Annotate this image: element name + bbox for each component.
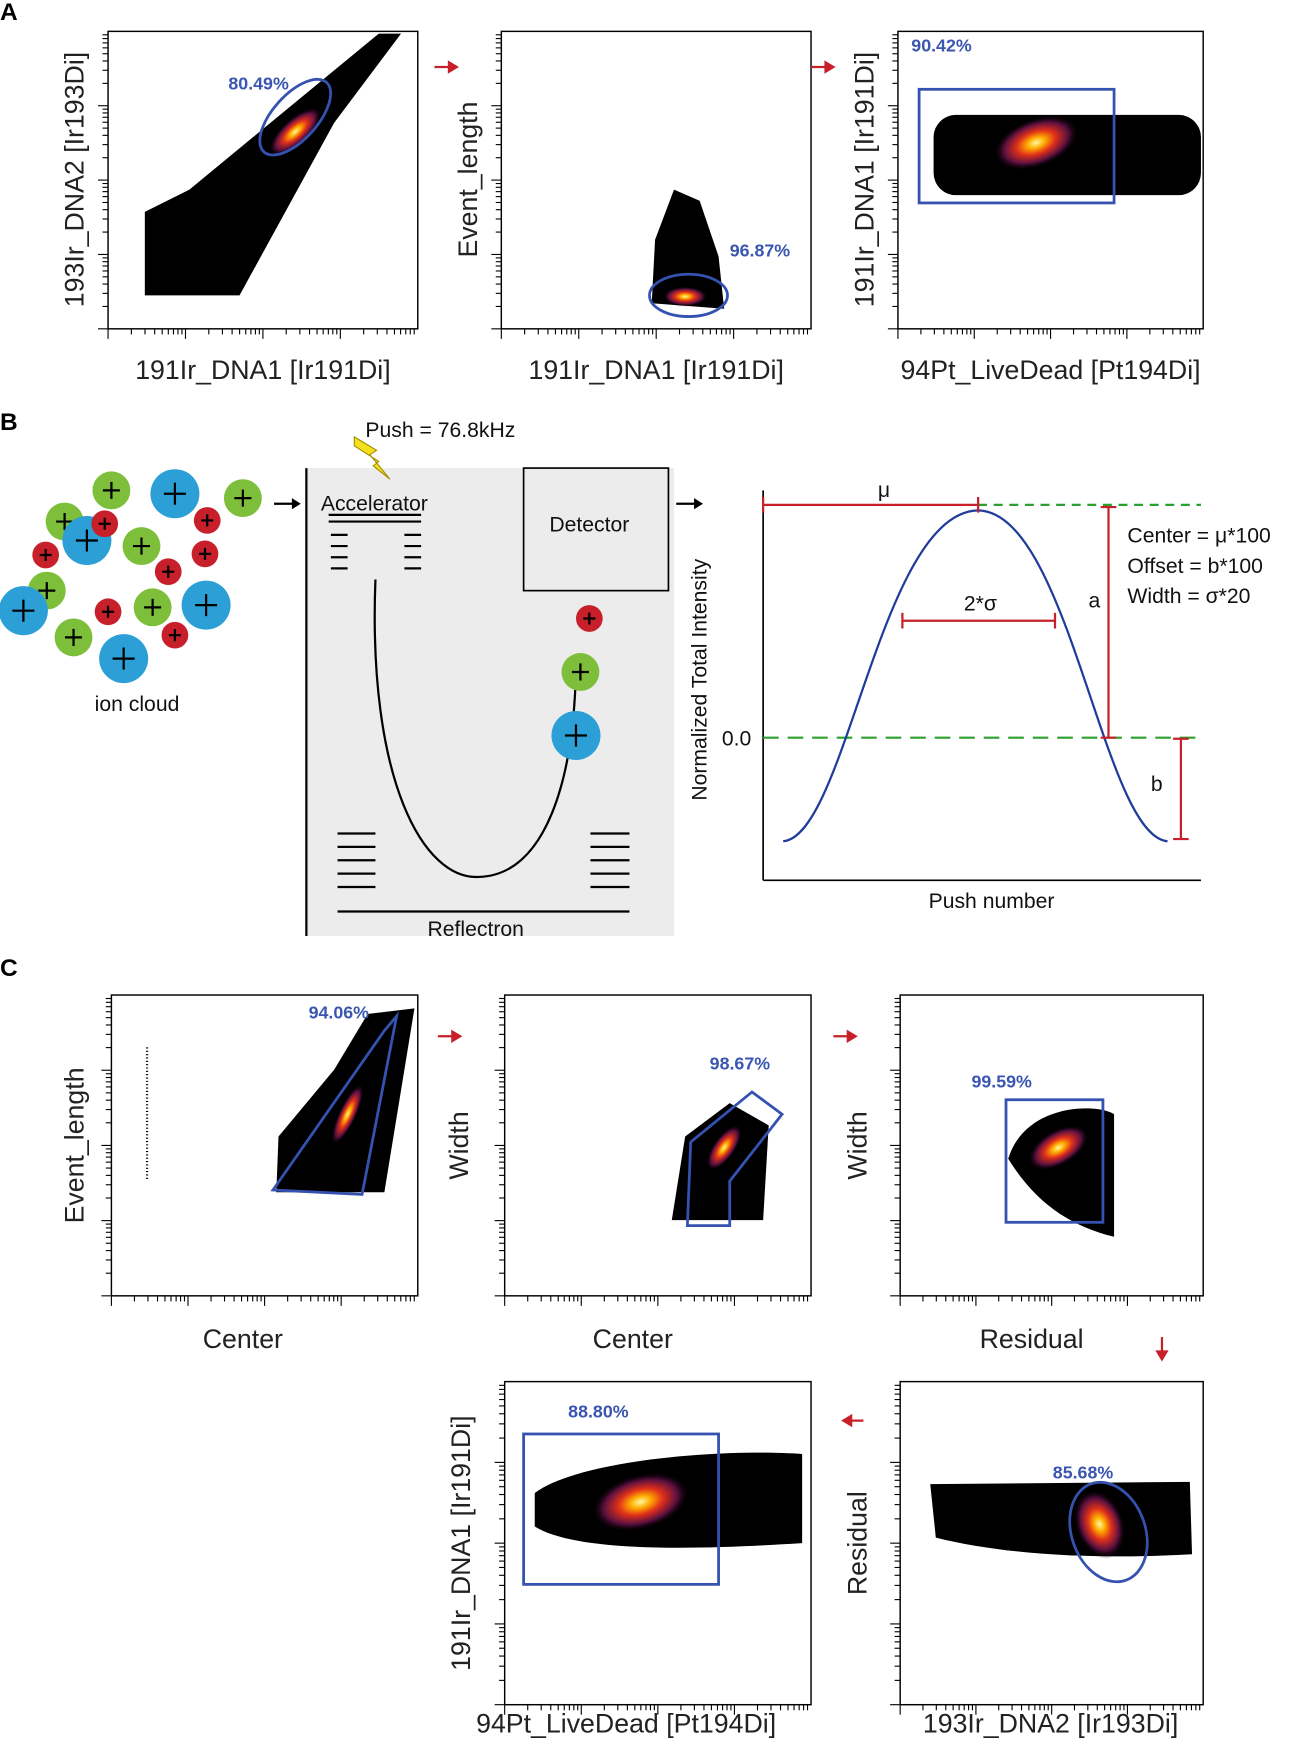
gate-label: 80.49% — [228, 73, 289, 93]
ion-charge — [571, 663, 589, 681]
gate-label: 90.42% — [911, 35, 972, 55]
gate-label: 96.87% — [730, 240, 791, 260]
panel-label: A — [0, 0, 18, 26]
y-label: Residual — [843, 1491, 873, 1595]
ion-charge — [201, 514, 214, 527]
panel-label: C — [0, 955, 18, 982]
axis-ticks — [98, 34, 1201, 1715]
gate-label: 85.68% — [1053, 1463, 1114, 1483]
reflectron-label: Reflectron — [427, 918, 523, 941]
ion-charge — [234, 489, 252, 507]
x-label: 191Ir_DNA1 [Ir191Di] — [135, 355, 390, 385]
ion-charge — [168, 629, 181, 642]
ion-charge — [162, 565, 175, 578]
ion-charge — [56, 513, 74, 531]
ion-charge — [583, 612, 596, 625]
flow-arrows — [434, 60, 1169, 1428]
b-label: b — [1151, 773, 1163, 796]
y-label: Event_length — [453, 102, 483, 258]
ion-charge — [75, 529, 98, 552]
x-label: 94Pt_LiveDead [Pt194Di] — [901, 355, 1201, 385]
ion-charge — [564, 724, 588, 747]
accelerator-label: Accelerator — [321, 492, 428, 515]
mu-label: μ — [878, 479, 890, 502]
zero-label: 0.0 — [722, 727, 751, 750]
ion-cloud-label: ion cloud — [95, 693, 180, 716]
x-label: Center — [203, 1324, 283, 1354]
ion-charge — [163, 482, 186, 505]
a-label: a — [1088, 589, 1100, 612]
texts: A B C 191Ir_DNA1 [Ir191Di] 193Ir_DNA2 [I… — [0, 0, 1271, 1739]
gate-label: 88.80% — [568, 1401, 629, 1421]
ion-charge — [112, 647, 135, 670]
gate-label: 98.67% — [710, 1054, 771, 1074]
gate-label: 94.06% — [309, 1002, 370, 1022]
detector-label: Detector — [549, 514, 629, 537]
ion-charge — [144, 598, 162, 616]
ion-charge — [102, 605, 115, 618]
ion-charge — [195, 594, 218, 617]
panel-label: B — [0, 409, 18, 436]
y-label: Width — [843, 1111, 873, 1179]
ions — [0, 469, 603, 760]
legend-text: Offset = b*100 — [1127, 555, 1262, 578]
x-label: 193Ir_DNA2 [Ir193Di] — [923, 1709, 1178, 1739]
y-label: 193Ir_DNA2 [Ir193Di] — [60, 52, 90, 307]
x-label: Residual — [980, 1324, 1084, 1354]
ion-charge — [39, 548, 52, 561]
ion-charge — [65, 628, 83, 646]
push-label: Push = 76.8kHz — [365, 419, 515, 442]
legend-text: Center = μ*100 — [1127, 525, 1270, 548]
density — [144, 33, 1201, 1586]
ion-charge — [12, 599, 35, 622]
sigma-label: 2*σ — [964, 593, 997, 616]
y-label: 191Ir_DNA1 [Ir191Di] — [446, 1415, 476, 1670]
ion-charge — [98, 517, 111, 530]
gate-label: 99.59% — [971, 1072, 1032, 1092]
ion-charge — [38, 582, 56, 600]
ion-charge — [132, 537, 151, 555]
y-label: Event_length — [60, 1067, 90, 1223]
legend-text: Width = σ*20 — [1127, 585, 1250, 608]
instrument — [274, 435, 703, 936]
x-label: 191Ir_DNA1 [Ir191Di] — [528, 355, 783, 385]
y-label: Width — [444, 1111, 474, 1179]
x-label: 94Pt_LiveDead [Pt194Di] — [476, 1709, 776, 1739]
ion-charge — [198, 547, 212, 560]
x-label: Push number — [929, 890, 1055, 913]
ion-charge — [102, 481, 120, 499]
y-label: 191Ir_DNA1 [Ir191Di] — [849, 52, 879, 307]
x-label: Center — [593, 1324, 673, 1354]
y-label: Normalized Total Intensity — [688, 558, 711, 800]
peak-plot — [762, 490, 1201, 882]
